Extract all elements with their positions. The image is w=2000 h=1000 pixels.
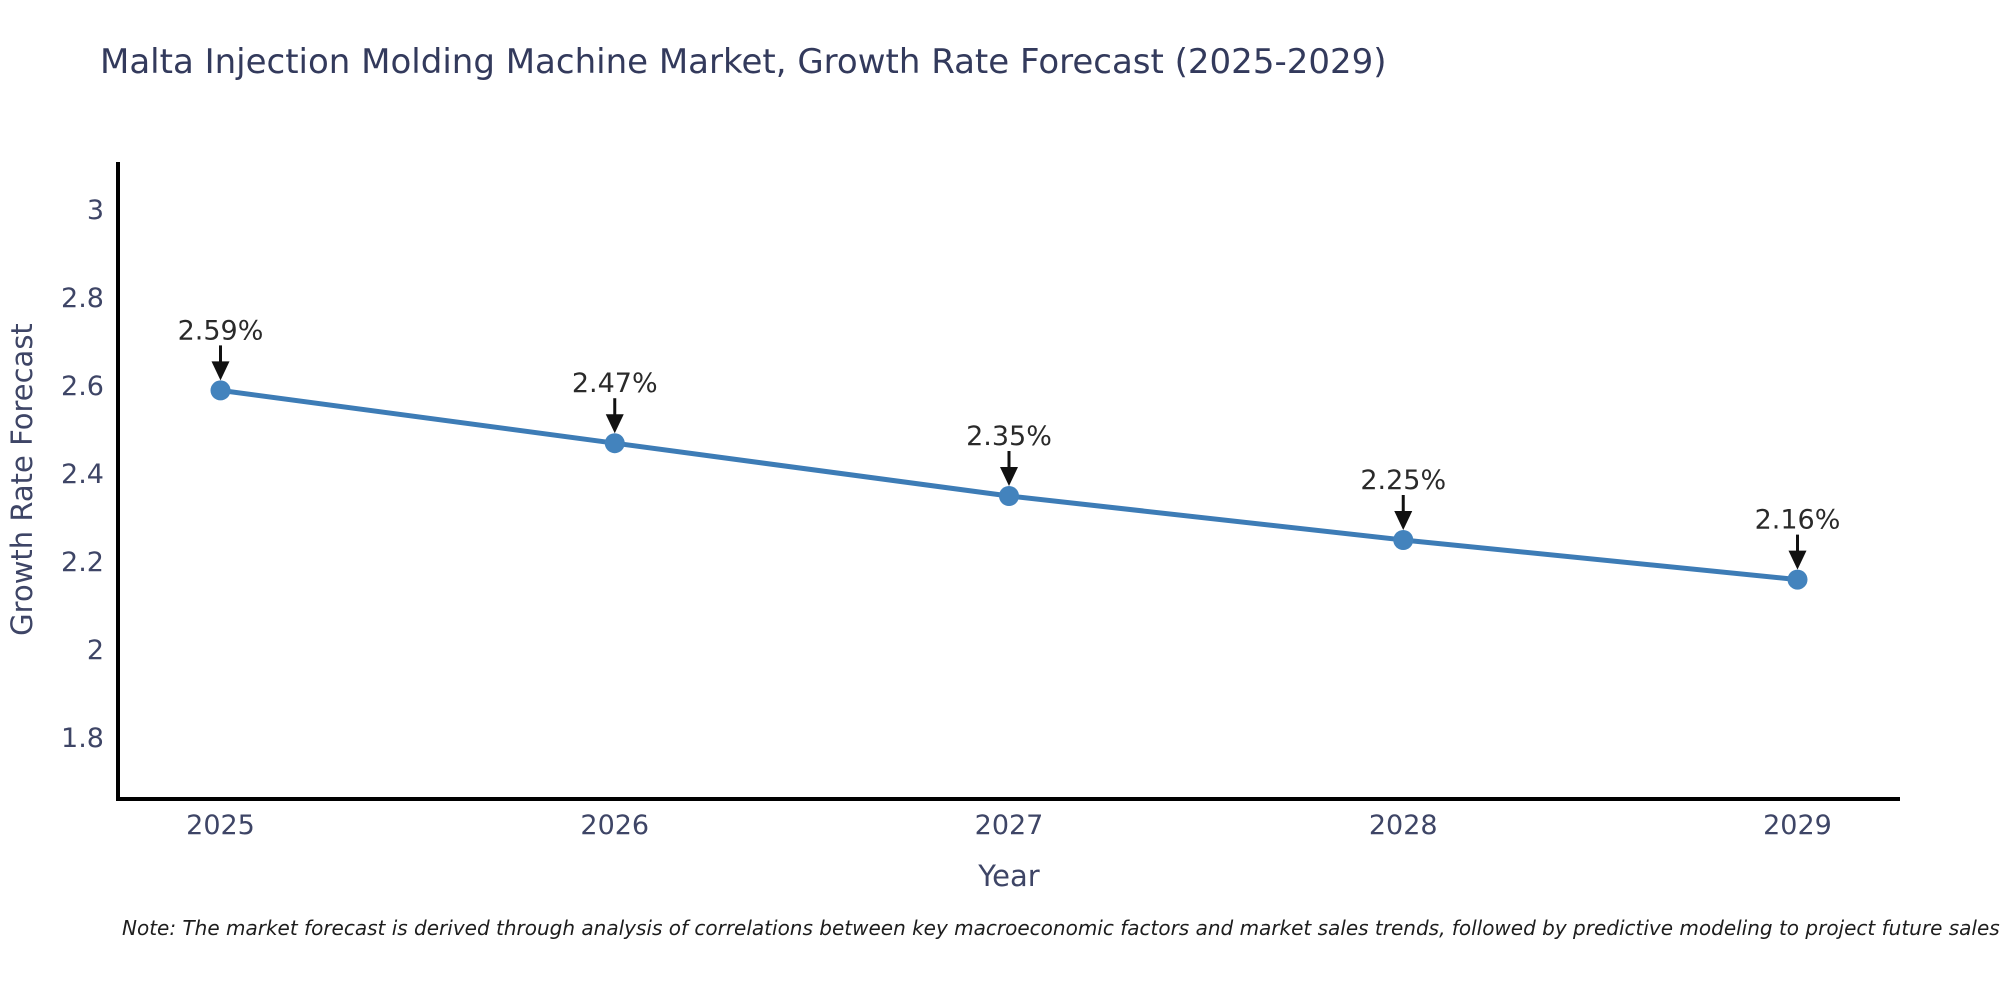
- y-tick-label: 1.8: [61, 723, 104, 754]
- y-tick-label: 2.4: [61, 459, 104, 490]
- data-point-label: 2.35%: [966, 421, 1052, 452]
- y-axis-title: Growth Rate Forecast: [5, 323, 39, 636]
- x-tick-label: 2029: [1763, 810, 1832, 841]
- y-tick-label: 2.2: [61, 547, 104, 578]
- annotation-arrowhead: [605, 414, 624, 434]
- annotation-arrowhead: [1788, 550, 1807, 570]
- data-point-marker: [210, 380, 231, 401]
- data-point-marker: [1787, 569, 1808, 590]
- x-tick-label: 2027: [975, 810, 1044, 841]
- data-point-marker: [999, 486, 1019, 507]
- x-tick-label: 2026: [580, 810, 649, 841]
- data-point-label: 2.47%: [572, 368, 658, 399]
- data-point-label: 2.16%: [1755, 505, 1841, 536]
- y-tick-label: 2.6: [61, 371, 104, 402]
- data-point-marker: [1393, 530, 1414, 551]
- y-tick-label: 2: [87, 635, 104, 666]
- footnote: Note: The market forecast is derived thr…: [122, 916, 2000, 940]
- annotation-arrowhead: [1000, 467, 1018, 487]
- x-tick-label: 2025: [186, 810, 255, 841]
- y-tick-label: 2.8: [61, 283, 104, 314]
- y-tick-label: 3: [87, 195, 104, 226]
- x-axis-title: Year: [977, 859, 1039, 893]
- data-point-marker: [604, 433, 625, 454]
- data-point-label: 2.59%: [178, 315, 264, 346]
- chart-title: Malta Injection Molding Machine Market, …: [100, 42, 1387, 82]
- data-point-label: 2.25%: [1360, 465, 1446, 496]
- annotation-arrowhead: [1394, 511, 1413, 531]
- annotation-arrowhead: [211, 361, 230, 381]
- x-tick-label: 2028: [1369, 810, 1438, 841]
